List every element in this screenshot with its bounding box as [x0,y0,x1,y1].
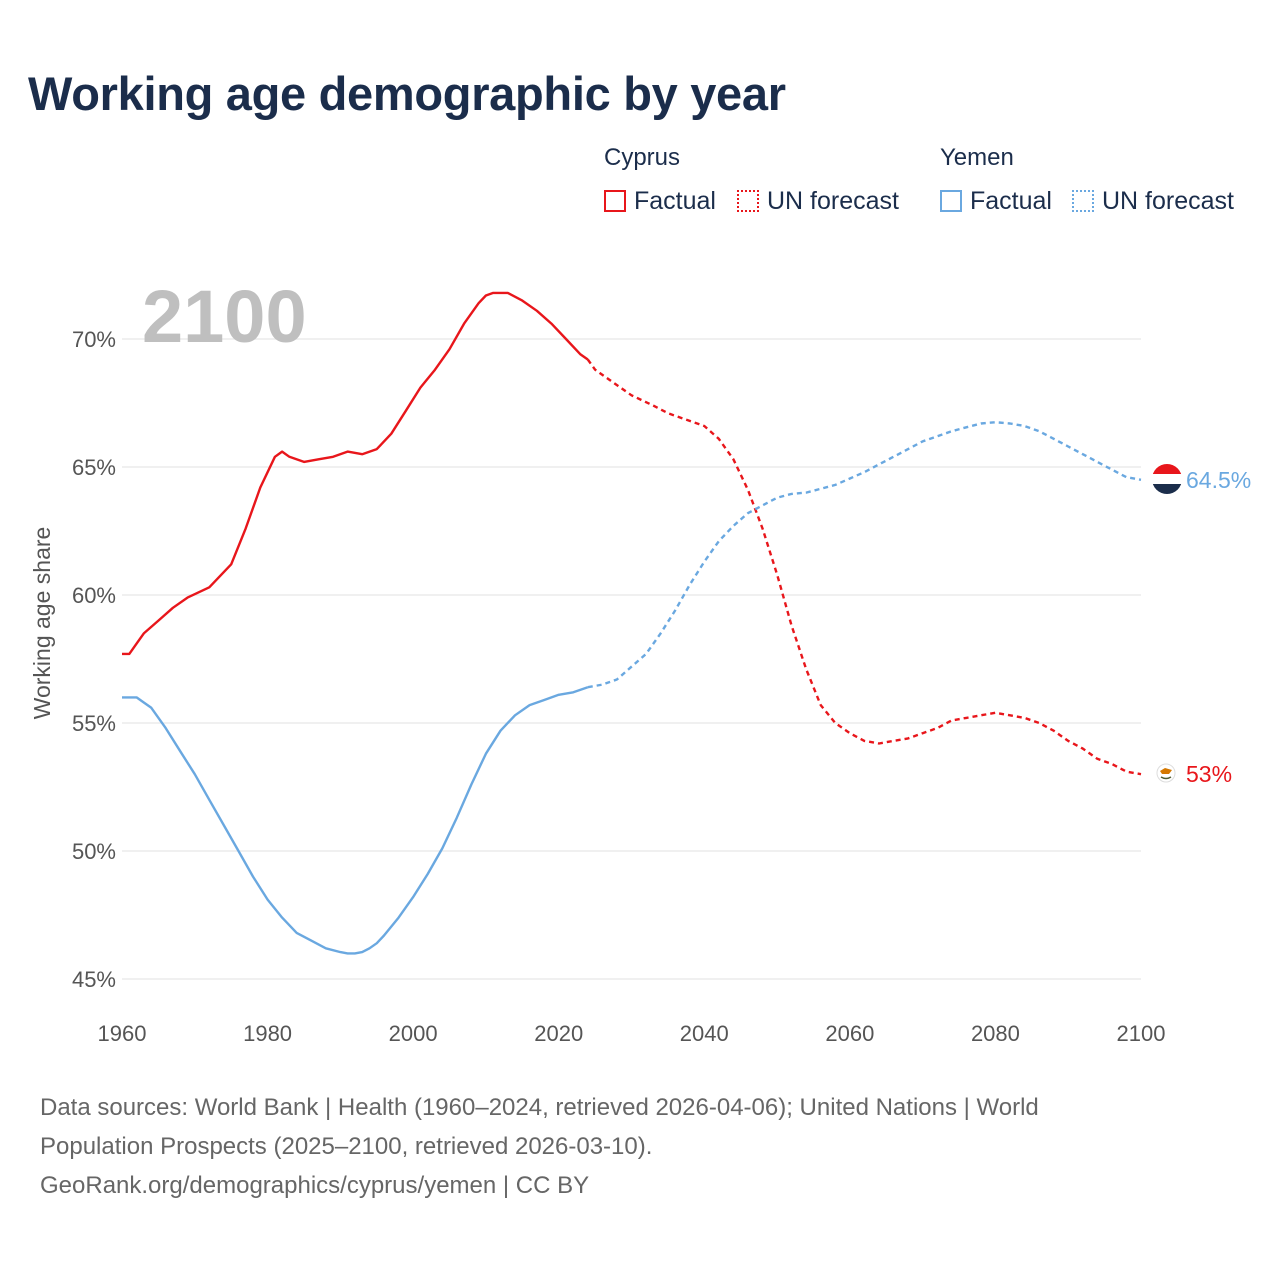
legend-label: Factual [634,186,716,215]
y-axis-ticks: 45% 50% 55% 60% 65% 70% [72,327,116,992]
x-tick-label: 2100 [1117,1021,1166,1046]
y-tick-label: 70% [72,327,116,352]
yemen-factual-line [122,686,589,955]
legend-label: UN forecast [767,186,899,215]
cyprus-forecast-line [586,358,1142,776]
line-chart: 45% 50% 55% 60% 65% 70% 1960 1980 2000 2020 2040 2… [29,275,1251,1046]
footer-line-1: Data sources: World Bank | Health (1960–… [40,1094,1039,1121]
yemen-end-label: 64.5% [1186,467,1251,493]
legend-yemen-factual[interactable]: Factual [940,186,1052,216]
cyprus-end-label: 53% [1186,761,1232,787]
legend-group-yemen: Yemen [940,144,1014,171]
legend-swatch-solid-icon [604,190,626,212]
cyprus-factual-line [122,291,589,656]
legend-swatch-dotted-icon [737,190,759,212]
y-tick-label: 65% [72,455,116,480]
footer-line-3: GeoRank.org/demographics/cyprus/yemen | … [40,1172,590,1199]
legend-yemen-forecast[interactable]: UN forecast [1072,186,1234,216]
x-tick-label: 2020 [534,1021,583,1046]
footer-line-2: Population Prospects (2025–2100, retriev… [40,1133,653,1160]
gridlines [122,338,1141,980]
y-tick-label: 60% [72,583,116,608]
y-tick-label: 55% [72,711,116,736]
x-tick-label: 2080 [971,1021,1020,1046]
x-tick-label: 1960 [98,1021,147,1046]
footer-sources: Data sources: World Bank | Health (1960–… [40,1088,1220,1205]
x-tick-label: 2000 [389,1021,438,1046]
legend-cyprus-factual[interactable]: Factual [604,186,716,216]
legend-label: UN forecast [1102,186,1234,215]
legend-label: Factual [970,186,1052,215]
legend-cyprus-forecast[interactable]: UN forecast [737,186,899,216]
y-tick-label: 50% [72,839,116,864]
x-axis-ticks: 1960 1980 2000 2020 2040 2060 2080 2100 [98,1021,1166,1046]
series-lines [122,291,1142,955]
yemen-flag-icon [1152,464,1182,494]
chart-title: Working age demographic by year [28,67,786,120]
y-axis-label: Working age share [29,527,55,720]
yemen-forecast-line [587,421,1142,689]
cyprus-flag-icon [1156,763,1176,783]
y-tick-label: 45% [72,967,116,992]
end-labels: 53% 64.5% [1186,467,1251,787]
year-display: 2100 [142,275,307,358]
x-tick-label: 2060 [825,1021,874,1046]
x-tick-label: 2040 [680,1021,729,1046]
legend-swatch-dotted-icon [1072,190,1094,212]
legend-swatch-solid-icon [940,190,962,212]
x-tick-label: 1980 [243,1021,292,1046]
legend-group-cyprus: Cyprus [604,144,681,171]
